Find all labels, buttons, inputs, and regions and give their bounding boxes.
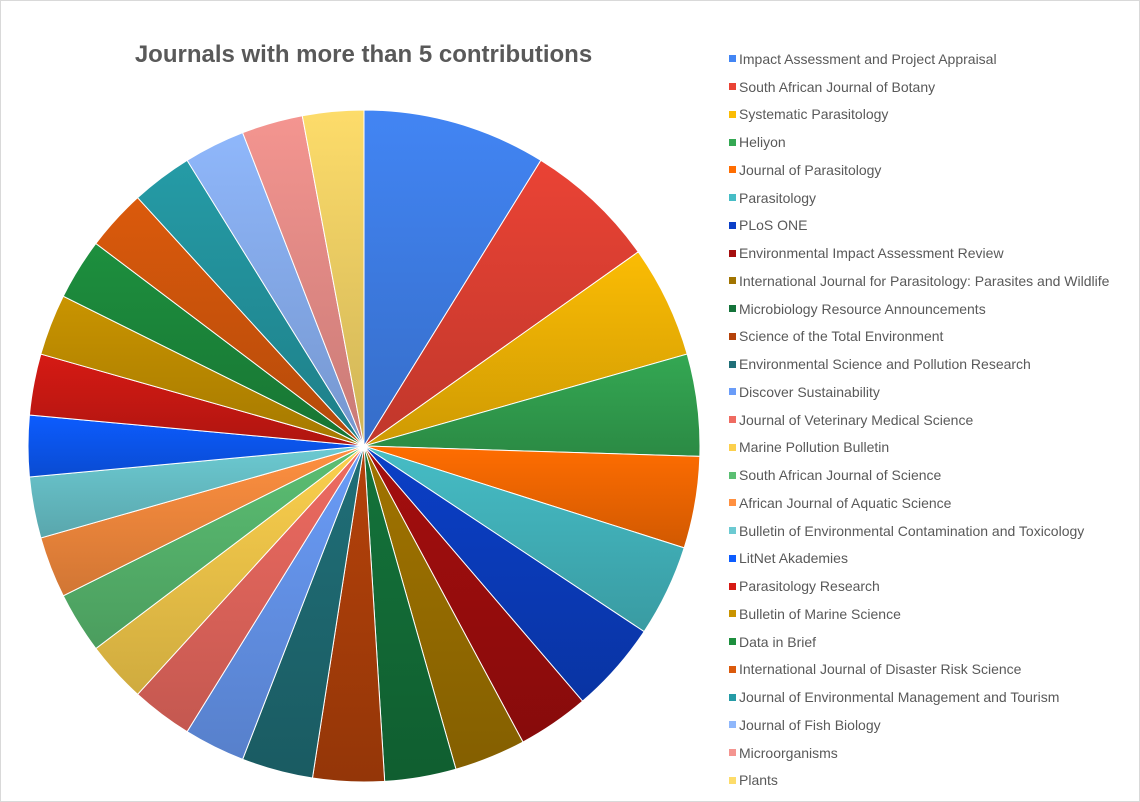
legend-item: Microbiology Resource Announcements	[729, 295, 1129, 323]
legend-item: Science of the Total Environment	[729, 323, 1129, 351]
legend-swatch	[729, 471, 736, 479]
pie-slice-27	[301, 109, 365, 447]
legend-label: Journal of Environmental Management and …	[739, 689, 1060, 706]
legend-swatch	[729, 138, 736, 146]
legend-label: Discover Sustainability	[739, 383, 880, 400]
legend-label: Bulletin of Environmental Contamination …	[739, 522, 1085, 539]
legend-swatch	[729, 665, 736, 673]
legend-item: Systematic Parasitology	[729, 101, 1129, 129]
legend-item: Bulletin of Marine Science	[729, 600, 1129, 628]
legend-label: Systematic Parasitology	[739, 106, 889, 123]
legend-swatch	[729, 443, 736, 451]
pie-chart	[27, 109, 701, 783]
legend-swatch	[729, 610, 736, 618]
legend-swatch	[729, 110, 736, 118]
legend-label: Environmental Impact Assessment Review	[739, 245, 1004, 262]
legend-item: Journal of Environmental Management and …	[729, 683, 1129, 711]
legend-swatch	[729, 55, 736, 63]
legend-item: International Journal of Disaster Risk S…	[729, 656, 1129, 684]
legend-label: Parasitology	[739, 189, 817, 206]
legend-item: Parasitology	[729, 184, 1129, 212]
legend-swatch	[729, 305, 736, 313]
legend-label: Parasitology Research	[739, 578, 880, 595]
legend-item: Bulletin of Environmental Contamination …	[729, 517, 1129, 545]
legend-item: South African Journal of Botany	[729, 73, 1129, 101]
legend-item: Environmental Impact Assessment Review	[729, 239, 1129, 267]
legend-swatch	[729, 527, 736, 535]
legend-swatch	[729, 194, 736, 202]
legend-item: LitNet Akademies	[729, 545, 1129, 573]
legend-swatch	[729, 582, 736, 590]
legend-item: Data in Brief	[729, 628, 1129, 656]
legend-label: Microbiology Resource Announcements	[739, 300, 986, 317]
legend-label: Marine Pollution Bulletin	[739, 439, 890, 456]
legend-label: LitNet Akademies	[739, 550, 848, 567]
legend-swatch	[729, 416, 736, 424]
legend-swatch	[729, 83, 736, 91]
legend-swatch	[729, 776, 736, 784]
legend-item: Journal of Veterinary Medical Science	[729, 406, 1129, 434]
legend-label: Data in Brief	[739, 633, 817, 650]
legend-label: Impact Assessment and Project Appraisal	[739, 50, 997, 67]
legend-label: International Journal for Parasitology: …	[739, 272, 1110, 289]
legend-swatch	[729, 554, 736, 562]
legend-label: Journal of Veterinary Medical Science	[739, 411, 974, 428]
legend-label: Heliyon	[739, 134, 786, 151]
legend-swatch	[729, 693, 736, 701]
legend-item: Journal of Fish Biology	[729, 711, 1129, 739]
legend-label: Plants	[739, 772, 778, 789]
legend-label: Bulletin of Marine Science	[739, 605, 901, 622]
legend-swatch	[729, 638, 736, 646]
legend-item: Environmental Science and Pollution Rese…	[729, 350, 1129, 378]
legend-label: African Journal of Aquatic Science	[739, 494, 952, 511]
legend-label: PLoS ONE	[739, 217, 808, 234]
legend-label: South African Journal of Science	[739, 467, 942, 484]
legend-item: Microorganisms	[729, 739, 1129, 767]
pie-slice-1	[363, 109, 542, 448]
legend-swatch	[729, 360, 736, 368]
pie-slice-2	[363, 159, 639, 447]
legend-item: PLoS ONE	[729, 212, 1129, 240]
legend: Impact Assessment and Project Appraisal S…	[729, 45, 1129, 794]
legend-swatch	[729, 249, 736, 257]
legend-item: Parasitology Research	[729, 572, 1129, 600]
legend-swatch	[729, 277, 736, 285]
legend-swatch	[729, 221, 736, 229]
legend-item: Journal of Parasitology	[729, 156, 1129, 184]
legend-label: Journal of Parasitology	[739, 161, 882, 178]
legend-item: Marine Pollution Bulletin	[729, 434, 1129, 462]
legend-item: International Journal for Parasitology: …	[729, 267, 1129, 295]
legend-swatch	[729, 388, 736, 396]
legend-label: International Journal of Disaster Risk S…	[739, 661, 1022, 678]
legend-swatch	[729, 166, 736, 174]
legend-swatch	[729, 499, 736, 507]
legend-label: Science of the Total Environment	[739, 328, 944, 345]
legend-item: Plants	[729, 767, 1129, 795]
legend-item: Impact Assessment and Project Appraisal	[729, 45, 1129, 73]
legend-item: Discover Sustainability	[729, 378, 1129, 406]
legend-swatch	[729, 749, 736, 757]
legend-item: African Journal of Aquatic Science	[729, 489, 1129, 517]
legend-swatch	[729, 332, 736, 340]
legend-label: South African Journal of Botany	[739, 78, 936, 95]
legend-swatch	[729, 721, 736, 729]
legend-label: Microorganisms	[739, 744, 838, 761]
legend-item: Heliyon	[729, 128, 1129, 156]
legend-item: South African Journal of Science	[729, 461, 1129, 489]
legend-label: Journal of Fish Biology	[739, 716, 881, 733]
chart-title: Journals with more than 5 contributions	[134, 41, 593, 68]
legend-label: Environmental Science and Pollution Rese…	[739, 356, 1031, 373]
